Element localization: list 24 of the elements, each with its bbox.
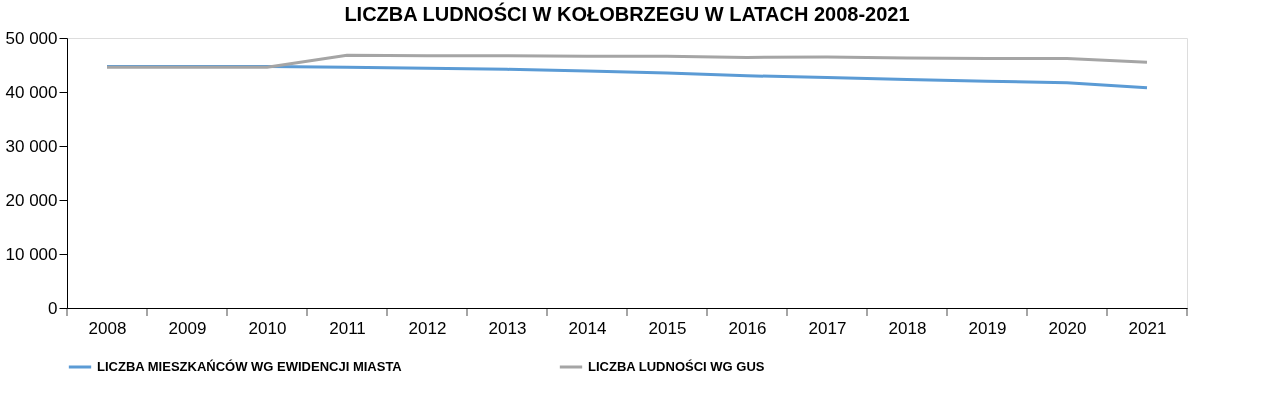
x-tick-label: 2018 xyxy=(888,318,927,338)
x-tick-label: 2008 xyxy=(88,318,127,338)
y-tick-label: 0 xyxy=(48,298,58,318)
x-tick-label: 2014 xyxy=(568,318,607,338)
y-tick-label: 40 000 xyxy=(5,82,58,102)
chart-title: LICZBA LUDNOŚCI W KOŁOBRZEGU W LATACH 2008-2021 xyxy=(344,2,910,25)
x-tick-label: 2010 xyxy=(248,318,287,338)
x-tick-label: 2016 xyxy=(728,318,767,338)
x-tick-label: 2020 xyxy=(1048,318,1087,338)
x-tick-label: 2012 xyxy=(408,318,447,338)
x-tick-label: 2009 xyxy=(168,318,207,338)
x-tick-label: 2011 xyxy=(329,318,366,338)
y-tick-label: 50 000 xyxy=(5,28,58,48)
x-tick-label: 2017 xyxy=(808,318,847,338)
y-tick-label: 20 000 xyxy=(5,190,58,210)
legend-label: LICZBA LUDNOŚCI WG GUS xyxy=(588,359,765,374)
line-series xyxy=(105,53,1149,69)
y-tick-label: 10 000 xyxy=(5,244,58,264)
x-tick-label: 2013 xyxy=(488,318,527,338)
x-tick-label: 2015 xyxy=(648,318,687,338)
y-tick-label: 30 000 xyxy=(5,136,58,156)
x-tick-label: 2021 xyxy=(1128,318,1167,338)
x-tick-label: 2019 xyxy=(968,318,1007,338)
legend-label: LICZBA MIESZKAŃCÓW WG EWIDENCJI MIASTA xyxy=(97,359,403,374)
